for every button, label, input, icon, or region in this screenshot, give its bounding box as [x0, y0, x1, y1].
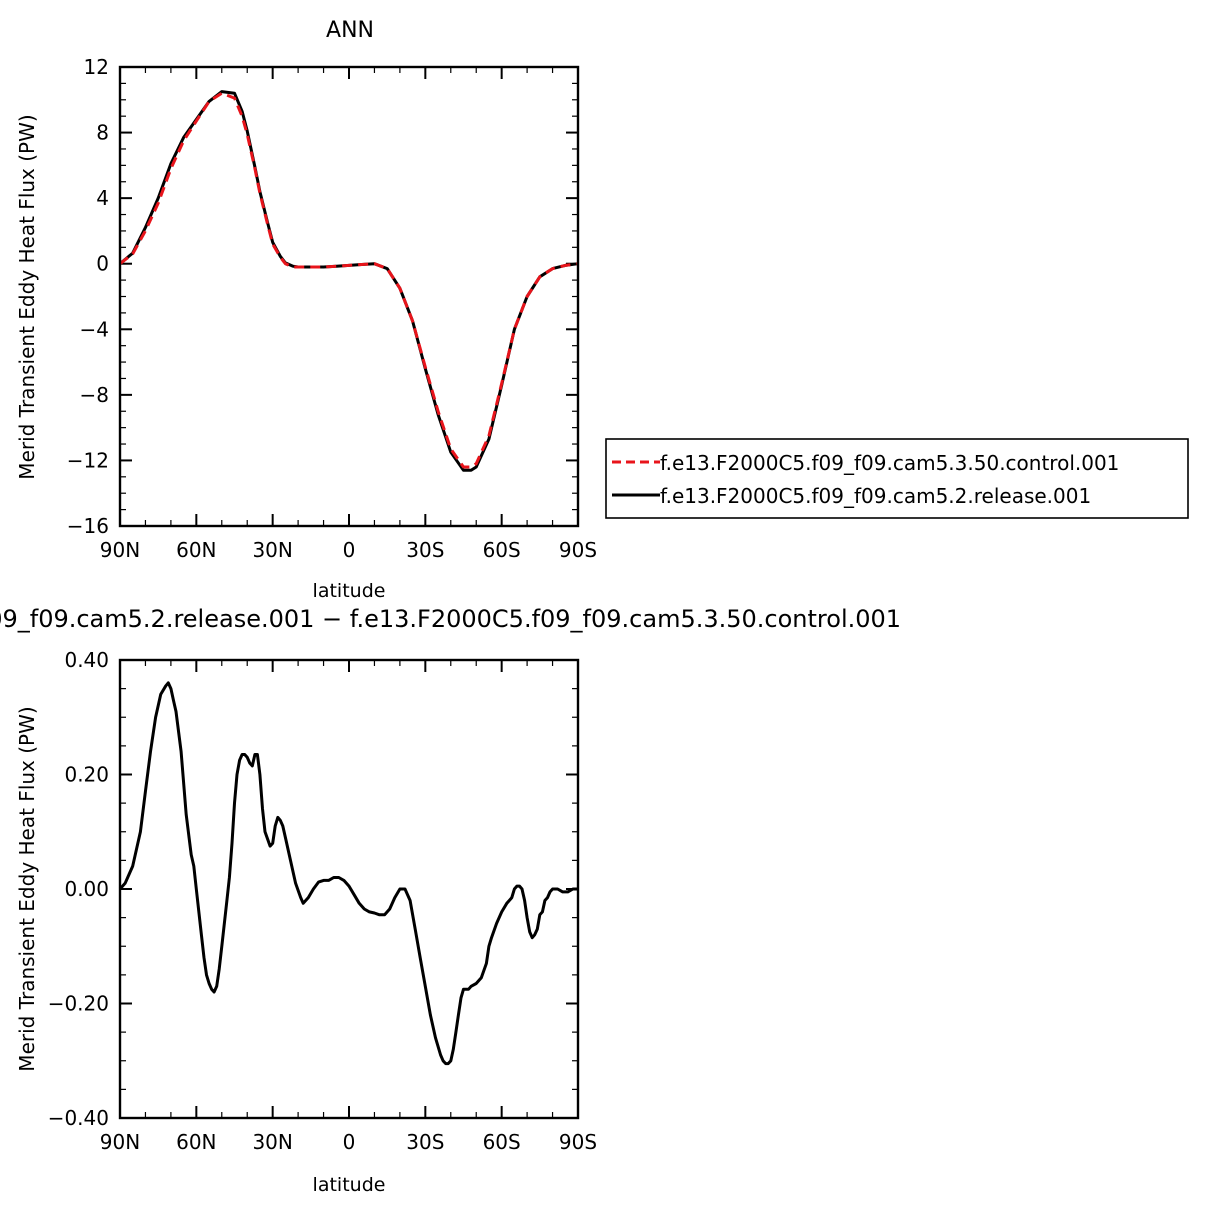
p1-series-line-0	[118, 681, 578, 1066]
legend-label-control: f.e13.F2000C5.f09_f09.cam5.3.50.control.…	[660, 451, 1119, 475]
p1-x-tick-label: 60S	[483, 1130, 521, 1154]
p1-y-tick-label: 0.00	[64, 877, 109, 901]
p0-y-tick-label: −8	[80, 383, 109, 407]
p1-y-tick-label: −0.40	[48, 1106, 109, 1130]
p0-y-tick-label: 12	[84, 55, 109, 79]
p0-x-tick-label: 60N	[176, 538, 216, 562]
top-axes: 90N 60N 30N 0 30S 60S 90S 12 8 4 0 −4 −8 −12 −16	[67, 55, 597, 562]
p1-x-tick-label: 60N	[176, 1130, 216, 1154]
p0-series-line-1	[119, 91, 579, 469]
p0-y-tick-label: 0	[96, 252, 109, 276]
bottom-xlabel: latitude	[313, 1174, 386, 1196]
p0-y-tick-label: −12	[67, 448, 109, 472]
bottom-ylabel: Merid Transient Eddy Heat Flux (PW)	[15, 706, 39, 1071]
bottom-axes: 90N 60N 30N 0 30S 60S 90S 0.40 0.20 0.00 −0.20 −0.4…	[48, 648, 597, 1154]
p0-y-tick-label: 8	[96, 121, 109, 145]
p1-x-tick-label: 30N	[252, 1130, 292, 1154]
p0-plot-frame	[118, 65, 580, 528]
p0-x-tick-label: 90S	[559, 538, 597, 562]
p0-y-tick-label: −16	[67, 514, 109, 538]
p1-x-tick-label: 0	[343, 1130, 356, 1154]
p1-y-tick-label: 0.20	[64, 763, 109, 787]
legend-label-release: f.e13.F2000C5.f09_f09.cam5.2.release.001	[660, 484, 1091, 508]
p0-y-tick-label: −4	[80, 317, 109, 341]
top-xlabel: latitude	[313, 580, 386, 602]
p1-plot-frame	[118, 658, 580, 1120]
p1-x-tick-label: 90N	[100, 1130, 140, 1154]
p1-x-tick-label: 90S	[559, 1130, 597, 1154]
top-ylabel: Merid Transient Eddy Heat Flux (PW)	[15, 114, 39, 479]
p1-y-tick-label: 0.40	[64, 648, 109, 672]
p0-x-tick-label: 60S	[483, 538, 521, 562]
p0-x-tick-label: 30N	[252, 538, 292, 562]
p0-x-tick-label: 0	[343, 538, 356, 562]
bottom-title: f.e13.F2000C5.f09_f09.cam5.2.release.001…	[0, 605, 901, 633]
p0-x-tick-label: 30S	[406, 538, 444, 562]
p0-y-tick-label: 4	[96, 186, 109, 210]
bottom-ylabel-clip: Merid Transient Eddy Heat Flux (PW)	[15, 706, 39, 1071]
p0-x-tick-label: 90N	[100, 538, 140, 562]
top-title: ANN	[326, 18, 374, 43]
legend-box	[605, 438, 1189, 519]
p0-series-line-0	[119, 90, 579, 472]
p1-x-tick-label: 30S	[406, 1130, 444, 1154]
p1-y-tick-label: −0.20	[48, 992, 109, 1016]
bottom-title-clip: f.e13.F2000C5.f09_f09.cam5.2.release.001…	[0, 605, 901, 633]
